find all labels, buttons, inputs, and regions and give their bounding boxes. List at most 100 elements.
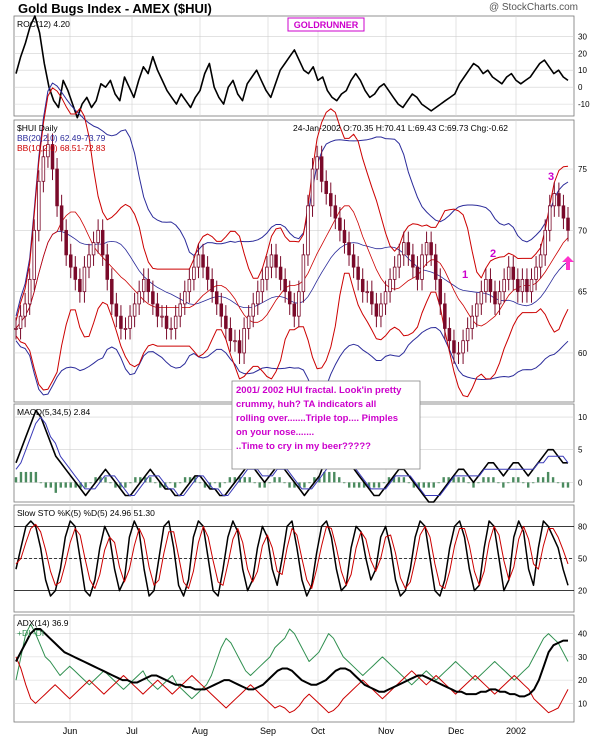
candle-body [128, 315, 132, 329]
month-label: 2002 [506, 726, 526, 736]
macd-histogram-bar [477, 482, 480, 484]
price-tick-label: 75 [578, 165, 587, 174]
macd-histogram-bar [198, 482, 202, 484]
candle-body [506, 266, 511, 280]
candle-body [78, 278, 82, 293]
roc-legend: ROC(12) 4.20 [17, 19, 70, 29]
macd-histogram-bar [243, 477, 246, 483]
candle-body [87, 254, 91, 268]
macd-histogram-bar [223, 482, 227, 484]
macd-line [15, 409, 568, 503]
candle-body [561, 205, 566, 219]
candle-body [173, 315, 178, 329]
macd-histogram-bar [268, 482, 271, 484]
candle-body [333, 205, 338, 219]
stoch-tick-label: 50 [578, 555, 587, 564]
candle-body [114, 303, 119, 317]
macd-histogram-bar [347, 482, 351, 488]
candle-body [379, 303, 383, 317]
adx-panel [13, 614, 575, 723]
candle-body [205, 266, 210, 280]
candle-body [424, 242, 429, 256]
macd-histogram-bar [517, 477, 520, 483]
macd-histogram-bar [467, 482, 470, 484]
candle-body [342, 229, 347, 244]
candle-body [201, 254, 205, 268]
macd-histogram-bar [14, 477, 18, 483]
macd-histogram-bar [412, 482, 416, 488]
macd-histogram-bar [258, 482, 261, 488]
stockcharts-credit[interactable]: @ StockCharts.com [488, 2, 578, 13]
candle-body [219, 303, 224, 317]
candle-body [242, 328, 246, 354]
candle-body [292, 303, 297, 317]
candle-body [452, 340, 456, 354]
macd-histogram-bar [502, 482, 505, 488]
macd-histogram-bar [293, 482, 296, 488]
month-label: Jul [126, 726, 138, 736]
macd-histogram-bar [154, 482, 157, 484]
candle-body [55, 168, 59, 207]
stoch-tick-label: 80 [578, 522, 587, 531]
peak-label-2: 2 [490, 248, 496, 260]
candle-body [73, 266, 78, 280]
macd-histogram-bar [512, 477, 515, 483]
stoch-d-line [15, 523, 569, 589]
macd-histogram-bar [482, 477, 485, 483]
macd-histogram-bar [328, 471, 331, 483]
candle-body [406, 242, 411, 256]
stoch-k-line [15, 520, 569, 597]
roc-tick-label: 0 [578, 83, 583, 92]
candle-body [566, 217, 570, 231]
comment-line-2: crummy, huh? TA indicators all [236, 399, 376, 410]
bb20-upper-line [15, 82, 569, 317]
macd-signal-line [15, 416, 569, 496]
candle-body [360, 278, 365, 293]
macd-tick-label: 10 [578, 413, 587, 422]
macd-histogram-bar [541, 477, 545, 483]
candle-body [534, 266, 538, 280]
macd-histogram-bar [338, 477, 341, 483]
comment-line-5: ..Time to cry in my beer????? [236, 441, 371, 452]
comment-line-1: 2001/ 2002 HUI fractal. Look'in pretty [236, 385, 402, 396]
bb10-upper-line [15, 87, 569, 322]
candle-body [475, 303, 479, 317]
candle-body [214, 291, 219, 305]
candle-body [488, 278, 493, 293]
candle-body [552, 193, 557, 207]
macd-histogram-bar [372, 482, 376, 488]
month-label: Dec [448, 726, 465, 736]
candle-body [96, 229, 100, 244]
macd-histogram-bar [308, 482, 311, 484]
macd-histogram-bar [119, 482, 122, 488]
price-legend: $HUI Daily [17, 123, 58, 133]
macd-histogram-bar [19, 471, 23, 483]
macd-histogram-bar [492, 477, 495, 483]
macd-histogram-bar [263, 482, 266, 488]
candle-body [169, 328, 173, 330]
candle-body [155, 303, 160, 317]
macd-histogram-bar [213, 482, 217, 484]
candle-body [538, 254, 543, 268]
candle-body [210, 278, 214, 293]
macd-tick-label: 0 [578, 478, 583, 487]
candle-body [347, 242, 351, 256]
roc-line [15, 15, 569, 119]
candle-body [32, 229, 37, 280]
adx-legend: ADX(14) 36.9 [17, 618, 69, 628]
candle-body [196, 254, 201, 268]
macd-histogram-bar [69, 482, 72, 488]
macd-histogram-bar [124, 482, 127, 488]
stoch-tick-label: 20 [578, 587, 587, 596]
macd-histogram-bar [457, 477, 460, 483]
candle-body [119, 315, 123, 329]
macd-histogram-bar [64, 482, 67, 488]
macd-histogram-bar [94, 477, 97, 483]
roc-tick-label: -10 [578, 100, 590, 109]
macd-histogram-bar [283, 482, 286, 484]
candle-body [37, 180, 41, 231]
candle-body [123, 328, 128, 330]
candle-body [237, 340, 242, 354]
candle-body [484, 278, 488, 293]
roc-panel [13, 15, 575, 117]
